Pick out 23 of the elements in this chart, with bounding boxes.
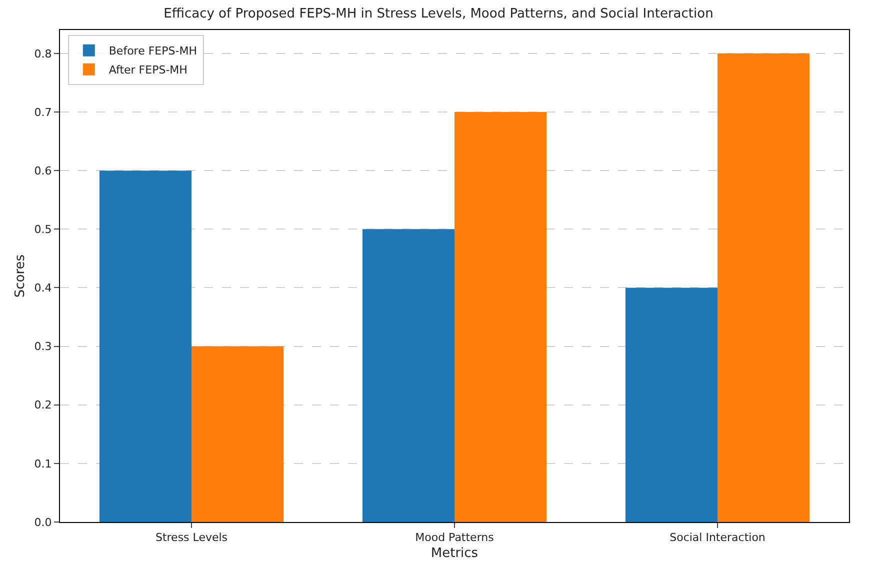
y-tick-label: 0.3 <box>34 340 52 354</box>
legend-label: After FEPS-MH <box>108 64 188 77</box>
y-tick-label: 0.7 <box>34 106 52 119</box>
y-axis-title: Scores <box>13 254 28 298</box>
y-tick-label: 0.6 <box>34 164 52 178</box>
legend-label: Before FEPS-MH <box>108 44 197 58</box>
bar <box>718 53 810 522</box>
bar <box>362 229 454 522</box>
y-tick-label: 0.4 <box>34 282 52 295</box>
y-tick-label: 0.1 <box>34 457 52 470</box>
x-axis-title: Metrics <box>430 546 478 561</box>
y-tick-label: 0.2 <box>34 398 52 412</box>
y-tick-label: 0.5 <box>34 222 52 236</box>
y-tick-label: 0.0 <box>34 516 52 529</box>
bar <box>192 346 284 522</box>
x-tick-label: Social Interaction <box>670 531 766 544</box>
x-tick-label: Stress Levels <box>155 531 228 544</box>
chart-title: Efficacy of Proposed FEPS-MH in Stress Levels, Mood Patterns, and Social Interaction <box>164 6 714 22</box>
bar <box>625 288 718 522</box>
bar <box>99 170 192 522</box>
y-tick-label: 0.8 <box>34 47 52 60</box>
x-tick-label: Mood Patterns <box>415 531 494 544</box>
bar <box>454 112 547 522</box>
